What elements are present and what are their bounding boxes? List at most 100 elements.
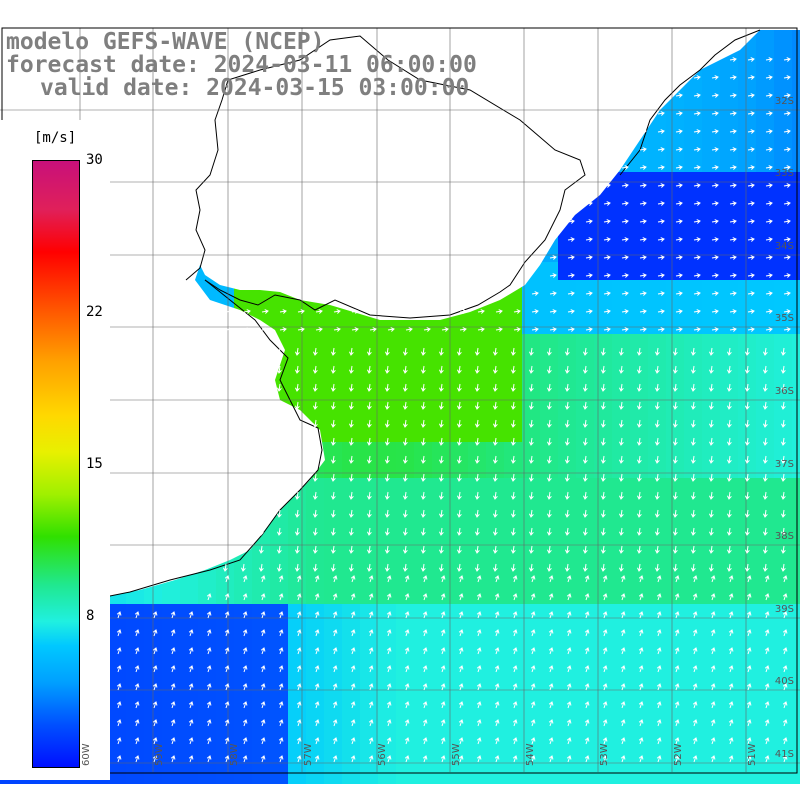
field-cell: [594, 586, 612, 604]
field-cell: [738, 676, 756, 694]
legend-tick-22: 22: [86, 304, 103, 320]
field-cell: [666, 514, 684, 532]
wind-arrow: [530, 755, 536, 763]
field-cell: [684, 406, 702, 424]
wind-arrow: [728, 683, 734, 691]
wind-arrow: [690, 509, 696, 518]
field-cell: [468, 352, 486, 370]
field-cell: [504, 694, 522, 712]
wind-arrow: [747, 255, 755, 260]
wind-arrow: [584, 755, 590, 763]
wind-arrow: [405, 309, 413, 314]
wind-arrow: [528, 437, 534, 446]
field-cell: [432, 748, 450, 766]
field-cell: [774, 424, 792, 442]
wind-arrow: [546, 545, 552, 554]
wind-arrow: [566, 611, 572, 619]
field-cell: [756, 550, 774, 568]
field-cell: [378, 514, 396, 532]
wind-arrow: [384, 401, 390, 410]
wind-arrow: [528, 545, 534, 554]
field-cell: [432, 478, 450, 496]
wind-arrow: [260, 701, 266, 709]
wind-arrow: [330, 491, 336, 500]
field-cell: [774, 370, 792, 388]
wind-arrow: [690, 401, 696, 410]
field-cell: [450, 334, 468, 352]
latitude-label: 38S: [774, 531, 794, 542]
field-cell: [702, 208, 720, 226]
field-cell: [720, 676, 738, 694]
wind-arrow: [584, 719, 590, 727]
field-cell: [468, 586, 486, 604]
field-cell: [702, 136, 720, 154]
field-cell: [288, 316, 306, 334]
field-cell: [684, 208, 702, 226]
wind-arrow: [384, 491, 390, 500]
wind-arrow: [711, 291, 719, 296]
field-cell: [774, 334, 792, 352]
wind-arrow: [764, 593, 770, 601]
field-cell: [702, 424, 720, 442]
wind-arrow: [348, 401, 354, 410]
wind-arrow: [582, 383, 588, 392]
field-cell: [450, 532, 468, 550]
field-cell: [432, 424, 450, 442]
wind-arrow: [747, 111, 755, 116]
field-cell: [594, 208, 612, 226]
wind-arrow: [692, 737, 698, 745]
wind-arrow: [693, 327, 701, 332]
field-cell: [486, 658, 504, 676]
wind-arrow: [384, 383, 390, 392]
field-cell: [540, 766, 558, 784]
wind-arrow: [224, 665, 230, 673]
wind-arrow: [728, 647, 734, 655]
field-cell: [576, 298, 594, 316]
wind-arrow: [528, 509, 534, 518]
longitude-label: 60W: [81, 743, 92, 766]
wind-arrow: [782, 719, 788, 727]
field-cell: [432, 334, 450, 352]
field-cell: [774, 478, 792, 496]
field-cell: [540, 730, 558, 748]
field-cell: [684, 442, 702, 460]
wind-arrow: [314, 665, 320, 673]
field-cell: [756, 154, 774, 172]
wind-arrow: [494, 665, 500, 673]
field-cell: [756, 136, 774, 154]
field-cell: [396, 586, 414, 604]
field-cell: [774, 766, 792, 784]
field-cell: [342, 460, 360, 478]
field-cell: [324, 568, 342, 586]
wind-arrow: [780, 473, 786, 482]
wind-arrow: [512, 611, 518, 619]
wind-arrow: [783, 237, 791, 242]
field-cell: [756, 316, 774, 334]
wind-arrow: [636, 455, 642, 464]
wind-arrow: [330, 563, 336, 572]
field-cell: [324, 496, 342, 514]
wind-arrow: [258, 545, 264, 554]
field-cell: [198, 748, 216, 766]
wind-arrow: [762, 365, 768, 374]
field-cell: [576, 496, 594, 514]
field-cell: [522, 460, 540, 478]
wind-arrow: [294, 437, 300, 446]
wind-arrow: [726, 563, 732, 572]
field-cell: [540, 532, 558, 550]
field-cell: [504, 550, 522, 568]
wind-arrow: [620, 701, 626, 709]
wind-arrow: [351, 309, 359, 314]
field-cell: [738, 406, 756, 424]
field-cell: [360, 622, 378, 640]
field-cell: [594, 676, 612, 694]
field-cell: [342, 640, 360, 658]
field-cell: [378, 694, 396, 712]
wind-arrow: [476, 629, 482, 637]
wind-arrow: [726, 527, 732, 536]
field-cell: [306, 406, 324, 424]
field-cell: [576, 262, 594, 280]
field-cell: [720, 658, 738, 676]
field-cell: [234, 658, 252, 676]
field-cell: [540, 298, 558, 316]
